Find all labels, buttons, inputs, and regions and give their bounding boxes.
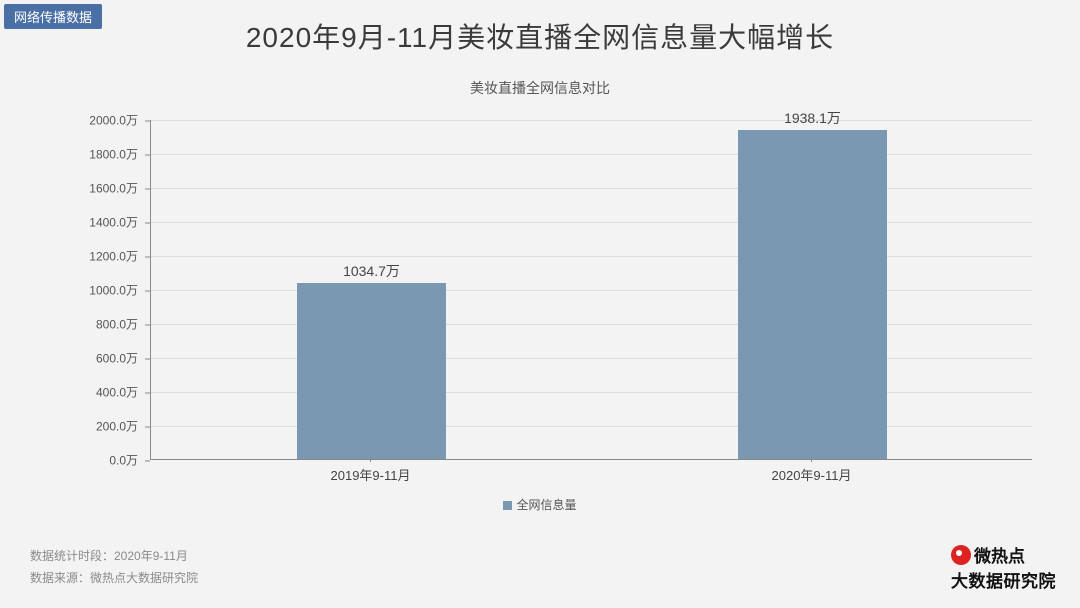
grid-line (151, 324, 1032, 325)
grid-line (151, 426, 1032, 427)
y-tick-label: 400.0万 (72, 384, 144, 401)
brand-block: 微热点 大数据研究院 (951, 542, 1056, 592)
bar-value-label: 1034.7万 (343, 261, 400, 281)
legend-label: 全网信息量 (516, 498, 576, 512)
brand-top: 微热点 (951, 542, 1056, 567)
x-tick-label: 2019年9-11月 (331, 465, 411, 484)
y-tick-label: 1200.0万 (72, 248, 144, 265)
y-tick-label: 2000.0万 (72, 112, 144, 129)
brand-logo-icon (951, 545, 971, 565)
grid-line (151, 290, 1032, 291)
grid-line (151, 154, 1032, 155)
grid-line (151, 256, 1032, 257)
y-tick-label: 1400.0万 (72, 214, 144, 231)
chart-subtitle: 美妆直播全网信息对比 (0, 78, 1080, 98)
grid-line (151, 120, 1032, 121)
plot-area: 1034.7万 1938.1万 (150, 120, 1032, 460)
grid-line (151, 188, 1032, 189)
legend: 全网信息量 (0, 496, 1080, 513)
y-tick-label: 1000.0万 (72, 282, 144, 299)
grid-line (151, 222, 1032, 223)
page-title: 2020年9月-11月美妆直播全网信息量大幅增长 (0, 16, 1080, 56)
grid-line (151, 358, 1032, 359)
y-tick-label: 800.0万 (72, 316, 144, 333)
y-tick-label: 1800.0万 (72, 146, 144, 163)
grid-line (151, 392, 1032, 393)
footer-period: 数据统计时段：2020年9-11月 (30, 547, 188, 564)
y-tick-label: 0.0万 (72, 452, 144, 469)
legend-swatch (503, 501, 512, 510)
footer-source: 数据来源：微热点大数据研究院 (30, 569, 198, 586)
bar-value-label: 1938.1万 (784, 108, 841, 128)
bar: 1938.1万 (738, 130, 888, 459)
bar-chart: 0.0万 200.0万 400.0万 600.0万 800.0万 1000.0万 1200.… (72, 120, 1032, 490)
y-tick-label: 200.0万 (72, 418, 144, 435)
y-tick-label: 600.0万 (72, 350, 144, 367)
bar: 1034.7万 (297, 283, 447, 459)
brand-bottom: 大数据研究院 (951, 567, 1056, 592)
x-tick-label: 2020年9-11月 (772, 465, 852, 484)
y-tick-label: 1600.0万 (72, 180, 144, 197)
brand-top-text: 微热点 (974, 542, 1025, 567)
